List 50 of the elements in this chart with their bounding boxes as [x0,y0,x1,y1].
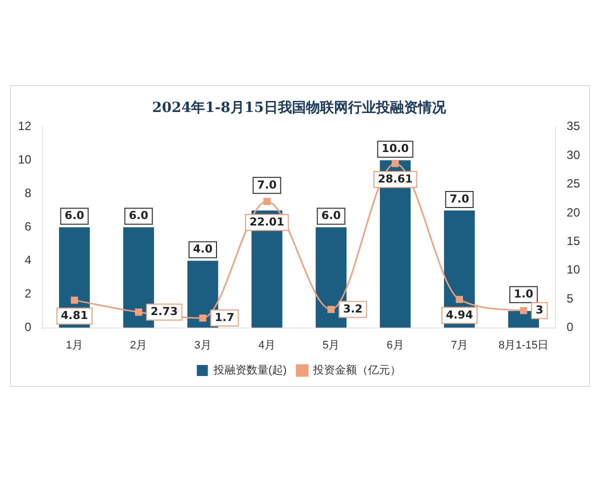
data-label: 3.2 [343,302,363,316]
y-tick-label: 12 [18,119,32,134]
data-label: 4.81 [60,309,88,322]
data-label: 2.73 [150,304,178,318]
y2-tick-label: 20 [566,205,580,220]
data-label: 6.0 [321,209,342,222]
y-tick-label: 6 [24,220,32,234]
data-label: 1.0 [514,287,534,300]
y-tick-label: 2 [24,286,32,301]
x-tick-label: 7月 [450,339,468,352]
data-label: 6.0 [64,209,85,222]
legend-label: 投资金额（亿元） [312,364,402,377]
data-label: 4.0 [193,242,213,256]
x-tick-label: 5月 [322,339,340,352]
point [263,198,270,205]
chart-title: 2024年1-8月15日我国物联网行业投融资情况 [152,100,447,116]
y2-tick-label: 35 [566,119,580,134]
data-label: 4.94 [446,308,474,322]
y2-tick-label: 25 [566,176,580,191]
y2-tick-label: 10 [566,262,580,277]
data-label: 7.0 [450,192,470,206]
y2-tick-label: 5 [566,291,574,306]
point [135,308,142,316]
y-tick-label: 0 [24,320,32,334]
data-label: 10.0 [382,142,410,156]
x-tick-label: 6月 [386,339,404,352]
y-tick-label: 4 [24,253,32,268]
data-label: 3 [536,303,544,316]
y2-tick-label: 0 [566,320,574,334]
point [392,160,399,168]
point [70,296,78,304]
y2-tick-label: 15 [566,234,580,248]
x-tick-label: 2月 [130,339,148,352]
data-label: 6.0 [128,209,149,222]
legend-label: 投融资数量(起) [212,364,287,377]
x-tick-label: 4月 [258,339,276,352]
data-label: 22.01 [250,215,284,228]
x-tick-label: 1月 [66,339,83,352]
point [199,314,206,322]
point [520,306,528,314]
data-label: 1.7 [214,310,234,324]
x-tick-label: 3月 [194,339,212,352]
data-label: 28.61 [378,172,413,186]
x-tick-label: 8月1-15日 [498,339,549,352]
point [328,306,335,313]
y-tick-label: 8 [24,186,32,200]
point [456,296,463,304]
y-tick-label: 10 [18,152,32,167]
y2-tick-label: 30 [566,148,580,162]
data-label: 7.0 [257,178,277,192]
